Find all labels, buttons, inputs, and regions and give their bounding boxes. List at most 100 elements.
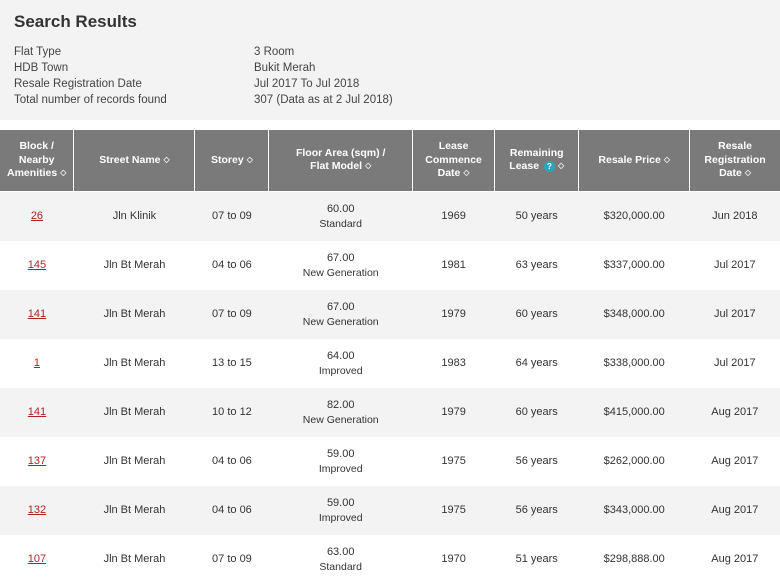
cell-price: $348,000.00 [579, 290, 690, 339]
sort-icon[interactable]: ◇ [463, 168, 469, 178]
sort-icon[interactable]: ◇ [558, 161, 564, 171]
cell-rrd: Aug 2017 [690, 535, 780, 584]
cell-rrd: Aug 2017 [690, 437, 780, 486]
cell-rrd: Jul 2017 [690, 339, 780, 388]
meta-value: 307 (Data as at 2 Jul 2018) [254, 94, 766, 106]
cell-rl: 60 years [495, 290, 579, 339]
cell-rl: 56 years [495, 486, 579, 535]
column-header-price[interactable]: Resale Price◇ [579, 130, 690, 191]
cell-lcd: 1983 [413, 339, 495, 388]
cell-lcd: 1969 [413, 191, 495, 241]
cell-storey: 04 to 06 [195, 241, 269, 290]
cell-lcd: 1975 [413, 486, 495, 535]
cell-price: $298,888.00 [579, 535, 690, 584]
column-header-rl[interactable]: Remaining Lease ?◇ [495, 130, 579, 191]
cell-floor: 59.00Improved [269, 486, 413, 535]
cell-rrd: Aug 2017 [690, 486, 780, 535]
cell-storey: 07 to 09 [195, 535, 269, 584]
cell-storey: 04 to 06 [195, 486, 269, 535]
cell-floor: 63.00Standard [269, 535, 413, 584]
cell-block: 132 [0, 486, 74, 535]
sort-icon[interactable]: ◇ [60, 168, 66, 178]
meta-list: Flat Type3 RoomHDB TownBukit MerahResale… [14, 44, 766, 108]
block-link[interactable]: 145 [28, 259, 46, 271]
cell-block: 145 [0, 241, 74, 290]
cell-block: 107 [0, 535, 74, 584]
cell-storey: 07 to 09 [195, 290, 269, 339]
cell-lcd: 1979 [413, 388, 495, 437]
block-link[interactable]: 107 [28, 553, 46, 565]
cell-storey: 04 to 06 [195, 437, 269, 486]
cell-floor: 67.00New Generation [269, 241, 413, 290]
block-link[interactable]: 1 [34, 357, 40, 369]
help-icon[interactable]: ? [544, 161, 555, 172]
cell-street: Jln Bt Merah [74, 290, 195, 339]
column-header-block[interactable]: Block /Nearby Amenities◇ [0, 130, 74, 191]
meta-row: Total number of records found307 (Data a… [14, 92, 766, 108]
sort-icon[interactable]: ◇ [365, 161, 371, 171]
cell-block: 141 [0, 290, 74, 339]
cell-lcd: 1975 [413, 437, 495, 486]
column-header-storey[interactable]: Storey◇ [195, 130, 269, 191]
cell-price: $320,000.00 [579, 191, 690, 241]
meta-row: Flat Type3 Room [14, 44, 766, 60]
cell-rl: 51 years [495, 535, 579, 584]
cell-street: Jln Bt Merah [74, 437, 195, 486]
cell-street: Jln Klinik [74, 191, 195, 241]
cell-rrd: Jul 2017 [690, 290, 780, 339]
cell-street: Jln Bt Merah [74, 535, 195, 584]
cell-storey: 10 to 12 [195, 388, 269, 437]
cell-lcd: 1981 [413, 241, 495, 290]
cell-rl: 63 years [495, 241, 579, 290]
meta-value: Bukit Merah [254, 62, 766, 74]
cell-block: 137 [0, 437, 74, 486]
meta-label: Total number of records found [14, 94, 254, 106]
sort-icon[interactable]: ◇ [164, 155, 170, 165]
cell-storey: 07 to 09 [195, 191, 269, 241]
cell-price: $262,000.00 [579, 437, 690, 486]
table-row: 145Jln Bt Merah04 to 0667.00New Generati… [0, 241, 780, 290]
cell-rl: 56 years [495, 437, 579, 486]
cell-block: 26 [0, 191, 74, 241]
results-table: Block /Nearby Amenities◇Street Name◇Stor… [0, 130, 780, 584]
cell-rrd: Aug 2017 [690, 388, 780, 437]
table-header: Block /Nearby Amenities◇Street Name◇Stor… [0, 130, 780, 191]
block-link[interactable]: 132 [28, 504, 46, 516]
table-row: 107 Jln Bt Merah07 to 0963.00Standard1970… [0, 535, 780, 584]
meta-value: 3 Room [254, 46, 766, 58]
table-row: 26Jln Klinik07 to 0960.00Standard196950 … [0, 191, 780, 241]
block-link[interactable]: 141 [28, 308, 46, 320]
cell-price: $343,000.00 [579, 486, 690, 535]
sort-icon[interactable]: ◇ [664, 155, 670, 165]
cell-block: 1 [0, 339, 74, 388]
sort-icon[interactable]: ◇ [247, 155, 253, 165]
table-row: 141Jln Bt Merah07 to 0967.00New Generati… [0, 290, 780, 339]
table-row: 1Jln Bt Merah13 to 1564.00Improved198364… [0, 339, 780, 388]
block-link[interactable]: 141 [28, 406, 46, 418]
block-link[interactable]: 26 [31, 210, 43, 222]
sort-icon[interactable]: ◇ [745, 168, 751, 178]
table-row: 132Jln Bt Merah04 to 0659.00Improved1975… [0, 486, 780, 535]
cell-rl: 60 years [495, 388, 579, 437]
column-header-lcd[interactable]: Lease CommenceDate◇ [413, 130, 495, 191]
table-row: 141Jln Bt Merah10 to 1282.00New Generati… [0, 388, 780, 437]
cell-storey: 13 to 15 [195, 339, 269, 388]
meta-label: Flat Type [14, 46, 254, 58]
cell-floor: 82.00New Generation [269, 388, 413, 437]
meta-label: HDB Town [14, 62, 254, 74]
column-header-floor[interactable]: Floor Area (sqm) /Flat Model◇ [269, 130, 413, 191]
column-header-rrd[interactable]: Resale RegistrationDate◇ [690, 130, 780, 191]
table-row: 137Jln Bt Merah04 to 0659.00Improved1975… [0, 437, 780, 486]
cell-lcd: 1979 [413, 290, 495, 339]
cell-floor: 64.00Improved [269, 339, 413, 388]
cell-lcd: 1970 [413, 535, 495, 584]
column-header-street[interactable]: Street Name◇ [74, 130, 195, 191]
cell-rrd: Jun 2018 [690, 191, 780, 241]
block-link[interactable]: 137 [28, 455, 46, 467]
meta-row: HDB TownBukit Merah [14, 60, 766, 76]
cell-street: Jln Bt Merah [74, 339, 195, 388]
meta-value: Jul 2017 To Jul 2018 [254, 78, 766, 90]
cell-floor: 60.00Standard [269, 191, 413, 241]
page-title: Search Results [14, 12, 766, 32]
table-body: 26Jln Klinik07 to 0960.00Standard196950 … [0, 191, 780, 584]
